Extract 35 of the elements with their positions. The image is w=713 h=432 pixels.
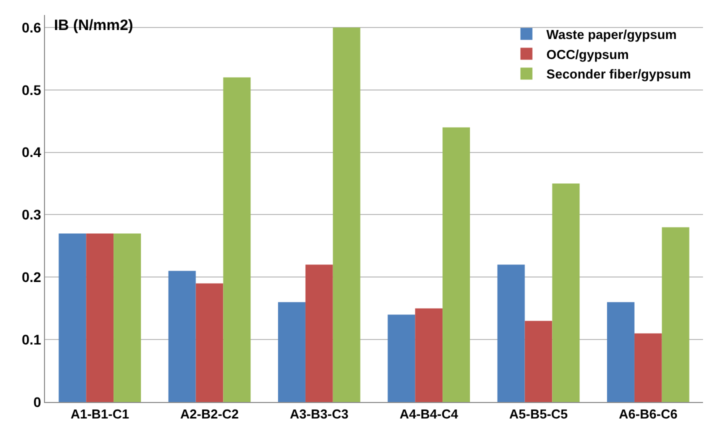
legend-label: Seconder fiber/gypsum bbox=[546, 66, 691, 82]
legend-label: OCC/gypsum bbox=[546, 46, 629, 62]
bar bbox=[524, 320, 552, 402]
bar bbox=[305, 264, 333, 402]
x-tick-label: A4-B4-C4 bbox=[400, 406, 459, 422]
x-tick-label: A5-B5-C5 bbox=[509, 406, 568, 422]
bar bbox=[278, 302, 306, 402]
legend-label: Waste paper/gypsum bbox=[546, 26, 677, 42]
y-axis-title: IB (N/mm2) bbox=[54, 17, 134, 34]
bar bbox=[415, 308, 443, 402]
bar bbox=[332, 27, 360, 402]
bar bbox=[662, 227, 690, 402]
bar bbox=[114, 233, 141, 402]
bar bbox=[634, 333, 662, 402]
y-tick-label: 0.5 bbox=[22, 82, 42, 98]
bar bbox=[388, 314, 416, 402]
y-tick-label: 0.6 bbox=[22, 19, 42, 36]
y-tick-label: 0.1 bbox=[22, 331, 42, 348]
y-tick-label: 0 bbox=[33, 394, 42, 410]
x-tick-label: A6-B6-C6 bbox=[618, 406, 678, 422]
bar bbox=[223, 77, 251, 402]
y-tick-label: 0.2 bbox=[22, 269, 42, 286]
bar bbox=[168, 270, 196, 402]
bar bbox=[607, 302, 634, 402]
bar bbox=[497, 264, 525, 402]
y-tick-label: 0.3 bbox=[22, 206, 42, 223]
x-tick-label: A3-B3-C3 bbox=[290, 406, 348, 422]
y-tick-label: 0.4 bbox=[22, 144, 42, 160]
bar bbox=[58, 233, 86, 402]
bar bbox=[552, 184, 580, 402]
x-tick-label: A1-B1-C1 bbox=[70, 406, 130, 422]
bar bbox=[196, 283, 224, 402]
x-tick-label: A2-B2-C2 bbox=[180, 406, 239, 422]
bar bbox=[86, 233, 114, 402]
bar bbox=[442, 127, 470, 402]
